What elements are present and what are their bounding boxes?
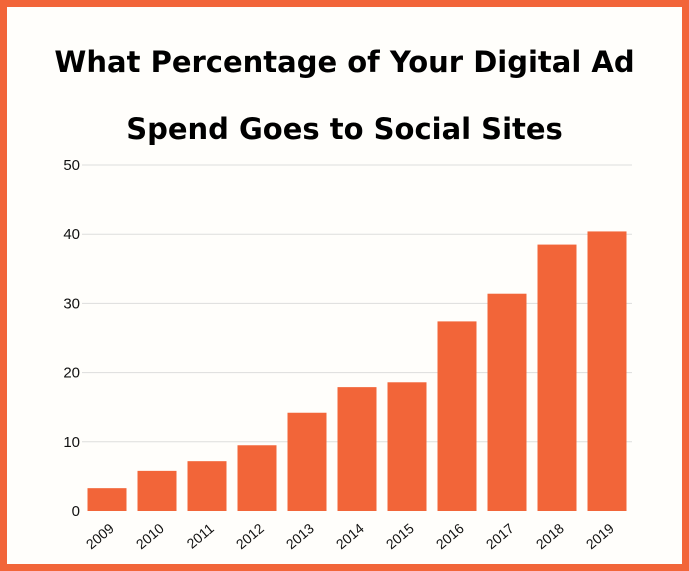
bar-2010 [137, 470, 177, 511]
bar-2009 [87, 488, 127, 511]
y-tick-label: 30 [63, 295, 80, 312]
x-tick-label: 2011 [184, 520, 218, 552]
x-tick-label: 2012 [233, 520, 267, 552]
y-tick-label: 20 [63, 365, 80, 382]
bar-2012 [237, 445, 277, 511]
y-tick-label: 50 [63, 157, 80, 174]
y-axis-ticks: 0 10 20 30 40 50 [63, 157, 80, 520]
x-tick-label: 2017 [483, 520, 517, 552]
x-tick-label: 2019 [583, 520, 617, 552]
chart-title: What Percentage of Your Digital Ad Spend… [54, 45, 635, 146]
bar-2016 [437, 321, 477, 511]
x-tick-label: 2009 [83, 520, 117, 552]
y-tick-label: 10 [63, 434, 80, 451]
x-tick-label: 2013 [283, 520, 317, 552]
bar-2013 [287, 412, 327, 511]
bar-2015 [387, 382, 427, 511]
bar-2011 [187, 461, 227, 511]
x-axis-ticks: 2009 2010 2011 2012 2013 2014 2015 2016 2017 2018… [83, 520, 617, 552]
x-tick-label: 2016 [433, 520, 467, 552]
x-tick-label: 2018 [533, 520, 567, 552]
x-tick-label: 2015 [383, 520, 417, 552]
x-tick-label: 2014 [333, 520, 367, 552]
bars [87, 231, 627, 511]
bar-2017 [487, 293, 527, 511]
y-tick-label: 40 [63, 226, 80, 243]
bar-2014 [337, 387, 377, 511]
bar-2019 [587, 231, 627, 511]
bar-2018 [537, 244, 577, 511]
y-tick-label: 0 [72, 503, 80, 520]
x-tick-label: 2010 [133, 520, 167, 552]
